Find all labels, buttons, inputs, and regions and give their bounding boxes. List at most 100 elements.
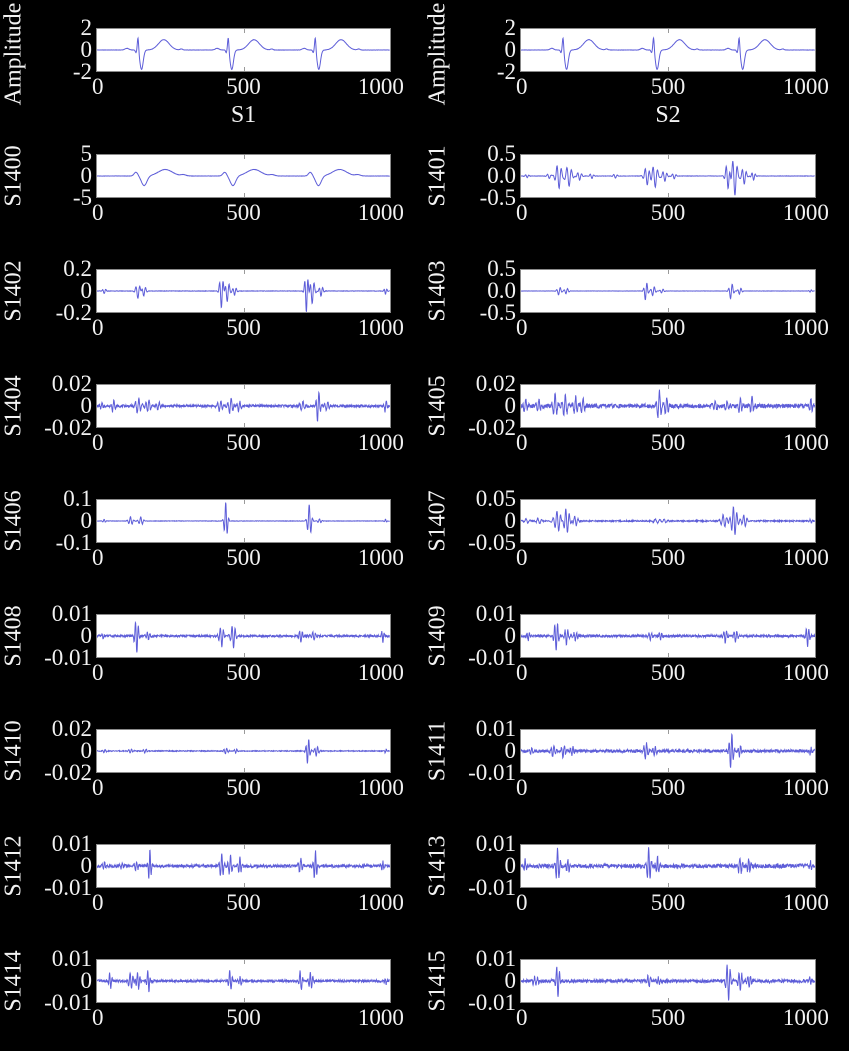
subplot-s1415: S1415 0.01 0 -0.01 0 500 1000 bbox=[424, 935, 849, 1050]
x-tick: 0 bbox=[515, 74, 528, 99]
x-tick: 1000 bbox=[357, 890, 404, 915]
plot-area bbox=[520, 28, 816, 72]
y-tick: -0.01 bbox=[44, 645, 92, 670]
y-axis-label: S1405 bbox=[424, 375, 451, 437]
y-tick: 0.2 bbox=[63, 256, 92, 281]
center-tick-bottom bbox=[243, 998, 245, 1002]
plot-area bbox=[96, 269, 391, 313]
x-tick: 1000 bbox=[357, 660, 404, 685]
y-tick: -0.01 bbox=[44, 990, 92, 1015]
center-tick-top bbox=[668, 845, 669, 849]
y-tick: 0 bbox=[80, 853, 93, 878]
y-tick: -0.5 bbox=[479, 300, 516, 325]
y-tick: 0 bbox=[504, 968, 517, 993]
center-tick-top bbox=[243, 845, 245, 849]
y-tick: 0.02 bbox=[475, 371, 516, 396]
y-tick: -0.05 bbox=[468, 530, 516, 555]
x-tick: 0 bbox=[515, 775, 528, 800]
y-tick: 5 bbox=[80, 141, 93, 166]
y-tick: 0.1 bbox=[63, 486, 92, 511]
y-tick: -0.1 bbox=[55, 530, 92, 555]
x-tick: 500 bbox=[650, 660, 686, 685]
y-tick: 0 bbox=[80, 278, 93, 303]
x-tick: 0 bbox=[515, 315, 528, 340]
x-axis-title: S2 bbox=[655, 102, 681, 128]
x-tick: 0 bbox=[515, 430, 528, 455]
y-tick: 2 bbox=[504, 15, 517, 40]
x-tick: 500 bbox=[226, 890, 261, 915]
y-tick: -0.02 bbox=[468, 415, 516, 440]
center-tick-bottom bbox=[243, 67, 245, 71]
subplot-s1409: S1409 0.01 0 -0.01 0 500 1000 bbox=[424, 590, 849, 705]
subplot-s1414: S1414 0.01 0 -0.01 0 500 1000 bbox=[0, 935, 424, 1050]
y-tick: -0.01 bbox=[468, 645, 516, 670]
y-axis-label: Amplitude bbox=[0, 2, 27, 106]
subplot-s1403: S1403 0.5 0.0 -0.5 0 500 1000 bbox=[424, 245, 849, 360]
x-tick: 0 bbox=[515, 660, 528, 685]
waveform-line bbox=[97, 385, 390, 427]
waveform-line bbox=[97, 29, 390, 71]
y-tick: 0.01 bbox=[475, 946, 516, 971]
waveform-line bbox=[521, 29, 815, 71]
x-tick: 1000 bbox=[782, 430, 829, 455]
center-tick-top bbox=[243, 730, 245, 734]
center-tick-top bbox=[243, 500, 245, 504]
x-tick: 500 bbox=[650, 890, 686, 915]
x-tick: 1000 bbox=[782, 74, 829, 99]
center-tick-bottom bbox=[668, 883, 669, 887]
waveform-line bbox=[521, 155, 815, 197]
y-axis-label: S1413 bbox=[424, 835, 451, 897]
waveform-line bbox=[521, 385, 815, 427]
y-tick: 2 bbox=[80, 15, 93, 40]
y-axis-label: S1400 bbox=[0, 145, 27, 207]
y-tick: -5 bbox=[72, 185, 92, 210]
waveform-line bbox=[97, 730, 390, 772]
center-tick-bottom bbox=[668, 653, 669, 657]
y-axis-label: S1402 bbox=[0, 260, 27, 322]
waveform-line bbox=[97, 500, 390, 542]
center-tick-bottom bbox=[243, 308, 245, 312]
plot-area bbox=[520, 499, 816, 543]
y-tick: 0 bbox=[80, 508, 93, 533]
x-tick: 1000 bbox=[782, 1005, 829, 1030]
x-tick: 0 bbox=[91, 430, 104, 455]
y-tick: 0.01 bbox=[475, 601, 516, 626]
subplot-s1410: S1410 0.02 0 -0.02 0 500 1000 bbox=[0, 705, 424, 820]
x-tick: 500 bbox=[226, 1005, 261, 1030]
y-axis-label: S1415 bbox=[424, 950, 451, 1012]
plot-area bbox=[96, 28, 391, 72]
center-tick-top bbox=[668, 29, 669, 33]
center-tick-top bbox=[668, 500, 669, 504]
y-tick: 0 bbox=[80, 163, 93, 188]
center-tick-bottom bbox=[668, 423, 669, 427]
y-tick: -2 bbox=[496, 59, 516, 84]
x-tick: 500 bbox=[226, 775, 261, 800]
x-tick: 500 bbox=[650, 545, 686, 570]
y-tick: 0.02 bbox=[51, 716, 92, 741]
x-tick: 0 bbox=[515, 1005, 528, 1030]
center-tick-bottom bbox=[243, 423, 245, 427]
center-tick-top bbox=[243, 155, 245, 159]
waveform-line bbox=[97, 960, 390, 1002]
y-tick: -0.01 bbox=[44, 875, 92, 900]
y-tick: 0 bbox=[504, 508, 517, 533]
subplot-s1400: S1400 5 0 -5 0 500 1000 bbox=[0, 130, 424, 245]
x-tick: 500 bbox=[226, 430, 261, 455]
y-tick: 0.01 bbox=[51, 946, 92, 971]
subplot-s1412: S1412 0.01 0 -0.01 0 500 1000 bbox=[0, 820, 424, 935]
center-tick-top bbox=[668, 270, 669, 274]
subplot-s1411: S1411 0.01 0 -0.01 0 500 1000 bbox=[424, 705, 849, 820]
plot-area bbox=[96, 729, 391, 773]
center-tick-bottom bbox=[668, 193, 669, 197]
y-tick: 0.5 bbox=[487, 256, 516, 281]
plot-area bbox=[96, 614, 391, 658]
plot-area bbox=[96, 844, 391, 888]
y-axis-label: S1414 bbox=[0, 950, 27, 1012]
x-tick: 500 bbox=[650, 1005, 686, 1030]
subplot-s1401: S1401 0.5 0.0 -0.5 0 500 1000 bbox=[424, 130, 849, 245]
center-tick-top bbox=[243, 615, 245, 619]
y-tick: -0.5 bbox=[479, 185, 516, 210]
plot-area bbox=[520, 614, 816, 658]
x-tick: 1000 bbox=[782, 545, 829, 570]
